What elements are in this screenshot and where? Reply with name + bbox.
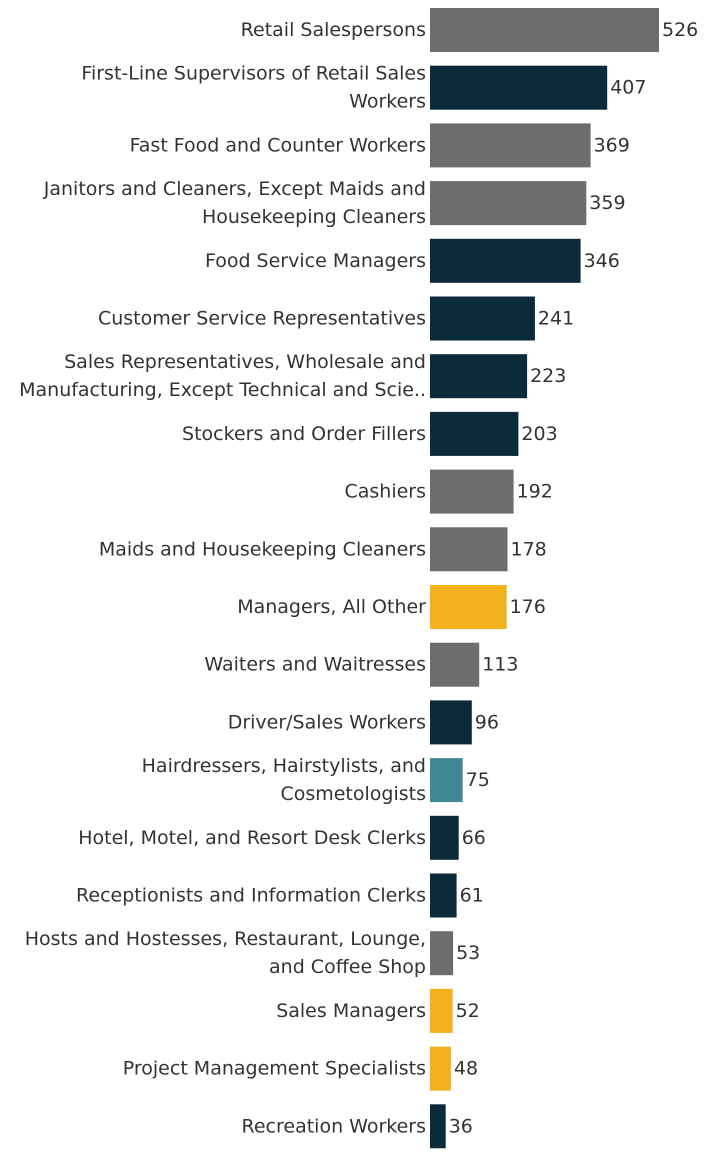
bar-2: [430, 123, 591, 168]
bar-7: [430, 411, 519, 456]
bar-16: [430, 931, 454, 976]
category-label-line: Sales Managers: [276, 1000, 426, 1022]
category-label-3: Janitors and Cleaners, Except Maids and H…: [43, 178, 426, 228]
category-label-0: Retail Salespersons: [241, 19, 426, 41]
value-label-3: 359: [589, 192, 625, 214]
category-label-line: Hosts and Hostesses, Restaurant, Lounge,: [25, 928, 426, 950]
category-label-line: Sales Representatives, Wholesale and: [64, 351, 426, 373]
category-label-line: Cashiers: [344, 481, 426, 503]
category-label-8: Cashiers: [344, 481, 426, 503]
category-label-line: Stockers and Order Fillers: [182, 423, 426, 445]
value-label-12: 96: [475, 711, 499, 733]
category-label-15: Receptionists and Information Clerks: [76, 885, 426, 907]
category-label-10: Managers, All Other: [237, 596, 426, 618]
category-label-4: Food Service Managers: [205, 250, 426, 272]
value-label-18: 48: [454, 1058, 478, 1080]
bar-0: [430, 8, 659, 52]
bar-17: [430, 988, 453, 1033]
category-label-line: Hairdressers, Hairstylists, and: [142, 755, 426, 777]
bar-19: [430, 1104, 446, 1149]
category-label-line: Cosmetologists: [280, 783, 426, 805]
category-label-7: Stockers and Order Fillers: [182, 423, 426, 445]
category-label-line: Workers: [349, 91, 426, 113]
category-label-17: Sales Managers: [276, 1000, 426, 1022]
value-label-2: 369: [594, 134, 630, 156]
category-label-line: and Coffee Shop: [269, 956, 426, 978]
category-label-line: Hotel, Motel, and Resort Desk Clerks: [78, 827, 426, 849]
category-label-line: Driver/Sales Workers: [228, 711, 426, 733]
value-label-9: 178: [511, 538, 547, 560]
category-label-line: Project Management Specialists: [123, 1058, 426, 1080]
value-label-0: 526: [662, 19, 698, 41]
category-label-line: Janitors and Cleaners, Except Maids and: [43, 178, 426, 200]
category-labels-layer: Retail Salespersons First-Line Supervisor…: [19, 19, 426, 1137]
category-label-18: Project Management Specialists: [123, 1058, 426, 1080]
value-label-16: 53: [456, 942, 480, 964]
value-label-1: 407: [610, 77, 646, 99]
category-label-line: Housekeeping Cleaners: [202, 206, 426, 228]
bar-14: [430, 815, 459, 860]
category-label-13: Hairdressers, Hairstylists, and Cosmetolo…: [142, 755, 426, 805]
category-label-5: Customer Service Representatives: [98, 308, 426, 330]
category-label-line: First-Line Supervisors of Retail Sales: [81, 63, 426, 85]
value-label-19: 36: [449, 1115, 473, 1137]
category-label-11: Waiters and Waitresses: [204, 654, 426, 676]
value-label-5: 241: [538, 308, 574, 330]
bar-11: [430, 642, 480, 687]
category-label-line: Maids and Housekeeping Cleaners: [99, 538, 426, 560]
bar-15: [430, 873, 457, 918]
category-label-line: Fast Food and Counter Workers: [130, 134, 426, 156]
bar-12: [430, 700, 472, 745]
category-label-1: First-Line Supervisors of Retail Sales Wo…: [81, 63, 426, 113]
value-label-13: 75: [466, 769, 490, 791]
bar-9: [430, 527, 508, 572]
bar-10: [430, 585, 507, 629]
category-label-6: Sales Representatives, Wholesale and Manu…: [19, 351, 426, 401]
category-label-line: Retail Salespersons: [241, 19, 426, 41]
value-label-10: 176: [510, 596, 546, 618]
bar-6: [430, 354, 528, 399]
category-label-2: Fast Food and Counter Workers: [130, 134, 426, 156]
value-label-7: 203: [521, 423, 557, 445]
value-label-17: 52: [456, 1000, 480, 1022]
bar-4: [430, 238, 581, 283]
bar-18: [430, 1046, 451, 1091]
value-label-6: 223: [530, 365, 566, 387]
value-label-11: 113: [482, 654, 518, 676]
bar-1: [430, 65, 608, 110]
value-label-14: 66: [462, 827, 486, 849]
category-label-16: Hosts and Hostesses, Restaurant, Lounge,…: [25, 928, 426, 978]
category-label-line: Receptionists and Information Clerks: [76, 885, 426, 907]
value-label-4: 346: [584, 250, 620, 272]
category-label-line: Waiters and Waitresses: [204, 654, 426, 676]
category-label-line: Managers, All Other: [237, 596, 426, 618]
value-labels-layer: 526 407 369 359 346 241 223 203 192 178 176 113 96 75…: [449, 19, 699, 1137]
category-label-line: Food Service Managers: [205, 250, 426, 272]
category-label-12: Driver/Sales Workers: [228, 711, 426, 733]
value-label-15: 61: [460, 885, 484, 907]
category-label-line: Customer Service Representatives: [98, 308, 426, 330]
bar-13: [430, 758, 463, 803]
category-label-14: Hotel, Motel, and Resort Desk Clerks: [78, 827, 426, 849]
bar-3: [430, 181, 587, 226]
category-label-line: Manufacturing, Except Technical and Scie…: [19, 379, 426, 401]
category-label-9: Maids and Housekeeping Cleaners: [99, 538, 426, 560]
bar-5: [430, 296, 535, 341]
value-label-8: 192: [517, 481, 553, 503]
category-label-line: Recreation Workers: [242, 1115, 426, 1137]
bars-layer: [430, 8, 659, 1149]
category-label-19: Recreation Workers: [242, 1115, 426, 1137]
bar-8: [430, 469, 514, 514]
